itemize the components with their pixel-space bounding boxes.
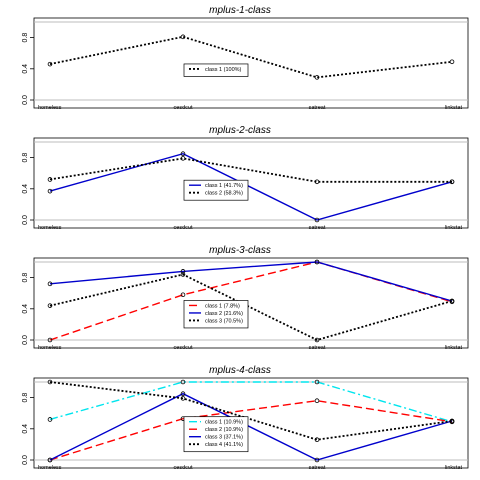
legend-box (183, 416, 249, 453)
y-tick-label: 0.8 (22, 33, 29, 43)
plot-frame (33, 137, 469, 229)
x-tick-label: satreat (309, 345, 326, 351)
plot-frame (33, 257, 469, 349)
chart-panel-2: mplus-2-class 0.0 0.4 0.8 homeless cesdcut sat… (22, 125, 469, 231)
data-point (314, 337, 320, 343)
data-point (314, 75, 320, 80)
data-point (180, 391, 186, 397)
x-tick-label: cesdcut (174, 345, 193, 351)
series-line-1 (49, 261, 453, 341)
data-point (314, 259, 320, 265)
data-point (449, 59, 455, 65)
legend-label: class 2 (21.6%) (205, 311, 243, 317)
plot-frame (33, 377, 469, 469)
legend-label: class 1 (41.7%) (205, 183, 243, 189)
y-tick-label: 0.8 (22, 153, 29, 163)
data-point (449, 179, 455, 185)
data-point (47, 177, 53, 182)
series-line-2 (49, 399, 453, 461)
x-tick-label: homeless (38, 465, 62, 471)
series-line-2 (49, 157, 452, 183)
legend-label: class 3 (37.1%) (205, 435, 243, 441)
data-point (47, 379, 53, 385)
y-tick-label: 0.0 (22, 95, 29, 105)
y-tick-label: 0.8 (22, 393, 29, 403)
y-tick-label: 0.8 (22, 273, 29, 283)
chart-title: mplus-3-class (209, 245, 271, 256)
data-point (180, 269, 186, 274)
legend: class 1 (10.9%)class 2 (10.9%) class 3 (3… (183, 416, 249, 453)
x-tick-label: linkstat (445, 465, 463, 471)
data-point (47, 417, 53, 422)
chart-panel-1: mplus-1-class 0.0 0.4 0.8 homeless cesdcut sat… (22, 5, 469, 111)
data-point (180, 156, 186, 161)
x-tick-label: homeless (38, 225, 62, 231)
series-line-2 (49, 261, 453, 302)
data-point (314, 437, 320, 443)
series-line-3 (49, 273, 453, 341)
data-point (47, 337, 53, 343)
data-point (180, 34, 186, 40)
legend: class 1 (100%) (183, 63, 249, 77)
legend-label: class 1 (100%) (205, 67, 242, 73)
data-point (449, 298, 455, 304)
y-tick-label: 0.0 (22, 335, 29, 345)
legend-label: class 1 (7.8%) (205, 303, 240, 309)
legend: class 1 (7.8%) class 2 (21.6%)class 3 (70… (183, 300, 249, 329)
series-line-1 (49, 35, 453, 79)
series-line-1 (49, 152, 453, 221)
legend: class 1 (41.7%) class 2 (58.3%) (183, 179, 249, 201)
y-tick-label: 0.4 (22, 184, 29, 194)
data-point (180, 396, 186, 401)
x-tick-label: linkstat (445, 105, 463, 111)
legend-label: class 2 (58.3%) (205, 191, 243, 197)
chart-panel-3: mplus-3-class 0.0 0.4 0.8 homeless cesdcut sat… (22, 245, 469, 351)
legend-box (183, 63, 249, 77)
x-tick-label: satreat (309, 225, 326, 231)
chart-title: mplus-1-class (209, 5, 271, 16)
data-point (314, 379, 320, 385)
data-point (314, 457, 320, 463)
data-point (47, 281, 53, 287)
data-point (47, 61, 53, 67)
y-tick-label: 0.0 (22, 215, 29, 225)
data-point (314, 179, 320, 185)
legend-label: class 3 (70.5%) (205, 318, 243, 324)
chart-title: mplus-2-class (209, 125, 271, 136)
data-point (47, 457, 53, 463)
x-tick-label: cesdcut (174, 465, 193, 471)
legend-label: class 4 (41.1%) (205, 442, 243, 448)
x-tick-label: homeless (38, 345, 62, 351)
x-tick-label: satreat (309, 465, 326, 471)
data-point (180, 272, 186, 277)
chart-panel-4: mplus-4-class 0.0 0.4 0.8 homeless cesdcut sat… (22, 365, 469, 471)
chart-title: mplus-4-class (209, 365, 271, 376)
data-point (47, 303, 53, 308)
x-tick-label: homeless (38, 105, 62, 111)
x-tick-label: cesdcut (174, 225, 193, 231)
legend-label: class 2 (10.9%) (205, 427, 243, 433)
y-tick-label: 0.4 (22, 304, 29, 314)
data-point (47, 188, 53, 194)
data-point (314, 217, 320, 223)
data-point (180, 292, 186, 298)
series-line-3 (49, 392, 453, 461)
x-tick-label: linkstat (445, 225, 463, 231)
data-point (449, 418, 455, 424)
y-tick-label: 0.4 (22, 64, 29, 74)
x-tick-label: satreat (309, 105, 326, 111)
data-point (180, 151, 186, 157)
plot-frame (33, 17, 469, 109)
y-tick-label: 0.4 (22, 424, 29, 434)
x-tick-label: linkstat (445, 345, 463, 351)
legend-label: class 1 (10.9%) (205, 420, 243, 426)
data-point (314, 398, 320, 404)
series-line-4 (49, 381, 453, 441)
data-point (180, 379, 186, 385)
y-tick-label: 0.0 (22, 455, 29, 465)
series-line-1 (49, 381, 453, 423)
x-tick-label: cesdcut (174, 105, 193, 111)
